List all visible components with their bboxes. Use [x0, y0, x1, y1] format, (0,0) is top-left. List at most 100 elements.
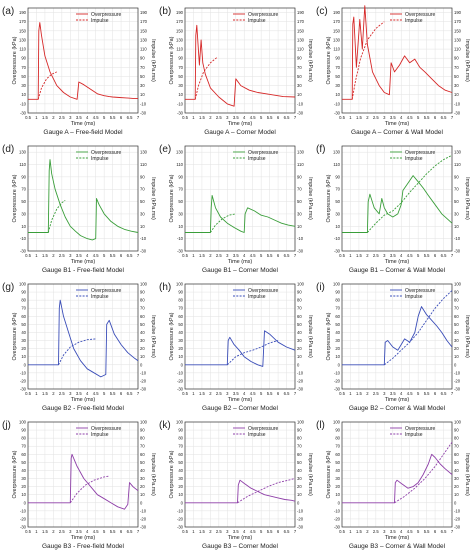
y-tick-left: -10 — [334, 370, 341, 375]
x-tick: 1.5 — [42, 529, 48, 534]
y-tick-left: 0 — [181, 362, 184, 367]
y-tick-left: 50 — [335, 199, 340, 204]
x-tick: 7 — [137, 253, 140, 258]
y-tick-right: 40 — [297, 468, 302, 473]
overpressure-line — [28, 299, 139, 378]
x-tick: 1 — [35, 115, 38, 120]
y-tick-right: 80 — [454, 298, 459, 303]
y-tick-left: 10 — [178, 224, 183, 229]
y-tick-left: 30 — [335, 83, 340, 88]
y-tick-left: 130 — [333, 150, 341, 155]
x-tick: 6.5 — [127, 115, 133, 120]
x-tick: 5 — [417, 253, 420, 258]
x-tick: 1.5 — [199, 253, 205, 258]
y-tick-left: 70 — [178, 306, 183, 311]
y-tick-right: -30 — [454, 525, 461, 530]
y-tick-left: 70 — [21, 306, 26, 311]
x-tick: 1 — [35, 391, 38, 396]
y-tick-right: 110 — [140, 47, 147, 52]
x-tick: 6.5 — [284, 115, 290, 120]
x-tick: 2 — [366, 253, 369, 258]
y-tick-right: 10 — [454, 224, 459, 229]
x-tick: 6.5 — [284, 529, 290, 534]
x-tick: 3 — [226, 529, 229, 534]
y-tick-right: 170 — [454, 19, 462, 24]
impulse-line — [394, 441, 453, 504]
y-tick-right: 50 — [140, 460, 145, 465]
x-tick: 5.5 — [424, 391, 430, 396]
y-tick-right: -30 — [297, 111, 304, 116]
y-tick-right: -20 — [454, 378, 461, 383]
y-tick-right: -30 — [140, 387, 147, 392]
x-axis-label: Time (ms) — [228, 121, 253, 127]
grid — [184, 8, 296, 114]
y-axis-label-right: Impulse (kPa.ms) — [464, 39, 470, 82]
y-tick-left: -10 — [20, 236, 27, 241]
y-tick-left: 60 — [178, 314, 183, 319]
y-tick-left: 40 — [335, 330, 340, 335]
x-tick: 6.5 — [127, 529, 133, 534]
y-tick-left: 130 — [176, 150, 184, 155]
x-axis-label: Time (ms) — [228, 259, 253, 265]
x-tick: 2.5 — [59, 253, 65, 258]
y-tick-left: 20 — [178, 346, 183, 351]
panel-letter: (k) — [159, 420, 171, 431]
y-tick-right: 40 — [140, 330, 145, 335]
y-axis-label-left: Overpressure (kPa) — [12, 312, 18, 360]
x-tick: 4.5 — [407, 115, 413, 120]
y-tick-left: 10 — [21, 354, 26, 359]
panel-letter: (i) — [316, 282, 325, 293]
y-tick-left: 80 — [335, 298, 340, 303]
x-tick: 1 — [192, 529, 195, 534]
y-tick-right: 50 — [454, 322, 459, 327]
y-tick-left: 90 — [178, 174, 183, 179]
y-tick-left: 10 — [335, 224, 340, 229]
y-tick-right: -30 — [297, 387, 304, 392]
panel-l: (l)-30-20-100102030405060708090100-30-20… — [316, 420, 470, 551]
x-tick: 1 — [35, 529, 38, 534]
overpressure-line — [342, 306, 453, 366]
x-tick: 1.5 — [356, 115, 362, 120]
y-tick-left: -10 — [334, 101, 341, 106]
x-tick: 4.5 — [250, 253, 256, 258]
y-tick-left: 130 — [19, 37, 27, 42]
y-axis-label-right: Impulse (kPa.ms) — [150, 177, 156, 220]
y-tick-left: 90 — [335, 290, 340, 295]
x-tick: 6 — [277, 253, 280, 258]
x-tick: 4 — [86, 391, 89, 396]
y-tick-right: 90 — [297, 428, 302, 433]
x-tick: 2.5 — [373, 115, 379, 120]
x-tick: 2.5 — [59, 115, 65, 120]
x-tick: 0.5 — [182, 253, 188, 258]
y-tick-right: 10 — [454, 492, 459, 497]
y-tick-left: 190 — [19, 10, 27, 15]
x-tick: 6 — [434, 529, 437, 534]
x-tick: 1 — [349, 115, 352, 120]
x-tick: 5.5 — [110, 115, 116, 120]
panel-g: (g)-30-20-100102030405060708090100-30-20… — [2, 282, 156, 413]
x-tick: 4 — [243, 115, 246, 120]
y-tick-right: 150 — [454, 28, 462, 33]
x-tick: 6.5 — [441, 115, 447, 120]
y-tick-right: -10 — [454, 101, 461, 106]
legend-overpressure-label: Overpressure — [91, 12, 122, 18]
x-tick: 0.5 — [25, 253, 31, 258]
x-tick: 5 — [103, 391, 106, 396]
panel-caption: Gauge B1 – Corner & Wall Model — [349, 267, 446, 274]
x-tick: 6.5 — [284, 253, 290, 258]
y-tick-right: 190 — [297, 10, 305, 15]
y-tick-right: 50 — [297, 460, 302, 465]
x-tick: 5.5 — [110, 391, 116, 396]
y-tick-left: 80 — [335, 436, 340, 441]
y-tick-right: 50 — [297, 322, 302, 327]
x-tick: 1.5 — [356, 529, 362, 534]
y-tick-left: -20 — [334, 516, 341, 521]
y-tick-left: 90 — [21, 290, 26, 295]
legend-impulse-label: Impulse — [405, 294, 423, 300]
y-axis-label-right: Impulse (kPa.ms) — [307, 39, 313, 82]
x-tick: 3 — [69, 115, 72, 120]
y-tick-left: 40 — [21, 468, 26, 473]
y-tick-left: -30 — [177, 249, 184, 254]
y-tick-right: 130 — [454, 150, 462, 155]
y-tick-left: 170 — [333, 19, 341, 24]
